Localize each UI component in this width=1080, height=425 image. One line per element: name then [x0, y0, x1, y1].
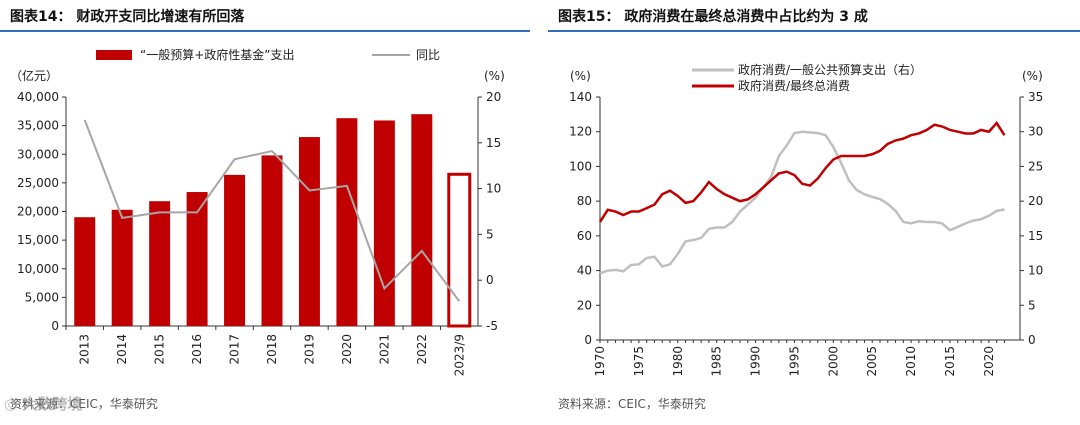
- y-left-tick-label: 20,000: [17, 205, 59, 219]
- right-title-rule: [548, 30, 1080, 32]
- left-chart-title: 图表14： 财政开支同比增速有所回落: [10, 9, 245, 25]
- y-right-tick-label: 0: [486, 273, 494, 287]
- y-left-tick-label: 40: [577, 264, 592, 278]
- x-tick-label: 1980: [671, 346, 685, 377]
- y-right-tick-label: 20: [486, 90, 501, 104]
- y-right-tick-label: 0: [1028, 333, 1036, 347]
- x-tick-label: 2019: [302, 334, 316, 365]
- watermark-logo: ◎ 大数跨境: [4, 395, 83, 413]
- bar-2018: [261, 155, 283, 326]
- left-title-rule: [0, 30, 530, 32]
- x-tick-label: 2014: [115, 334, 129, 365]
- legend-label-line: 同比: [416, 48, 440, 62]
- x-tick-label: 1975: [632, 346, 646, 377]
- x-tick-label: 2018: [265, 334, 279, 365]
- bar-2015: [149, 201, 171, 326]
- bar-2016: [186, 192, 208, 326]
- bar-2013: [74, 217, 96, 326]
- y-right-tick-label: 30: [1028, 125, 1043, 139]
- y-right-tick-label: 15: [486, 136, 501, 150]
- legend-label-gov-budget: 政府消费/一般公共预算支出（右）: [738, 62, 922, 77]
- series-line-gov-consumption: [598, 120, 1006, 223]
- left-axis-unit: （亿元）: [10, 68, 58, 83]
- left-chart-source: 资料来源：CEIC，华泰研究: [10, 397, 158, 411]
- x-tick-label: 2005: [865, 346, 879, 377]
- legend-swatch-bar: [96, 50, 132, 60]
- x-tick-label: 1985: [710, 346, 724, 377]
- bar-2017: [224, 174, 246, 326]
- left-axis-unit: (%): [570, 69, 591, 83]
- left-chart-panel: 图表14： 财政开支同比增速有所回落 “一般预算+政府性基金”支出 同比 （亿元） (…: [0, 0, 530, 425]
- y-right-tick-label: 5: [486, 227, 494, 241]
- x-tick-label: 2010: [904, 346, 918, 377]
- y-right-tick-label: 35: [1028, 90, 1043, 104]
- right-chart-title: 图表15： 政府消费在最终总消费中占比约为 3 成: [558, 9, 868, 25]
- right-chart-source: 资料来源：CEIC，华泰研究: [558, 397, 706, 411]
- legend-label-gov-consumption: 政府消费/最终总消费: [738, 78, 850, 93]
- y-left-tick-label: 25,000: [17, 176, 59, 190]
- yoy-line: [83, 119, 461, 302]
- right-axis-unit: (%): [484, 69, 505, 83]
- x-tick-label: 2016: [190, 334, 204, 365]
- x-tick-label: 2023/9: [452, 334, 466, 376]
- x-tick-label: 2015: [943, 346, 957, 377]
- y-left-tick-label: 10,000: [17, 262, 59, 276]
- x-tick-label: 2000: [826, 346, 840, 377]
- y-right-tick-label: 15: [1028, 229, 1043, 243]
- y-right-tick-label: 10: [1028, 264, 1043, 278]
- y-left-tick-label: 60: [577, 229, 592, 243]
- y-left-tick-label: 40,000: [17, 90, 59, 104]
- y-left-tick-label: 80: [577, 194, 592, 208]
- x-tick-label: 1995: [787, 346, 801, 377]
- x-tick-label: 2020: [340, 334, 354, 365]
- y-left-tick-label: 0: [51, 319, 59, 333]
- bar-2019: [298, 137, 320, 326]
- x-tick-label: 2022: [415, 334, 429, 365]
- x-tick-label: 2017: [228, 334, 242, 365]
- x-tick-label: 1970: [593, 346, 607, 377]
- x-tick-label: 1990: [749, 346, 763, 377]
- x-tick-label: 2015: [153, 334, 167, 365]
- left-chart-canvas: “一般预算+政府性基金”支出 同比 （亿元） (%) 0 5,000 10,000 15,00…: [10, 47, 505, 376]
- legend-label-bar: “一般预算+政府性基金”支出: [140, 47, 295, 62]
- y-left-tick-label: 0: [584, 333, 592, 347]
- y-right-tick-label: 25: [1028, 159, 1043, 173]
- y-right-tick-label: 5: [1028, 298, 1036, 312]
- bar-2014: [111, 209, 133, 326]
- y-right-tick-label: 10: [486, 182, 501, 196]
- y-left-tick-label: 30,000: [17, 147, 59, 161]
- bar-2021: [373, 120, 395, 326]
- y-right-tick-label: -5: [486, 319, 498, 333]
- right-axis-unit: (%): [1022, 69, 1043, 83]
- right-chart-canvas: (%) (%) 政府消费/一般公共预算支出（右）政府消费/最终总消费 0 20 40 60 8…: [569, 62, 1043, 377]
- x-tick-label: 2020: [982, 346, 996, 377]
- y-left-tick-label: 120: [569, 125, 592, 139]
- y-left-tick-label: 35,000: [17, 119, 59, 133]
- y-left-tick-label: 20: [577, 298, 592, 312]
- x-tick-label: 2013: [78, 334, 92, 365]
- bar-2022: [411, 114, 433, 326]
- y-left-tick-label: 5,000: [25, 290, 59, 304]
- y-left-tick-label: 100: [569, 159, 592, 173]
- bar-2020: [336, 118, 358, 327]
- y-right-tick-label: 20: [1028, 194, 1043, 208]
- x-tick-label: 2021: [377, 334, 391, 365]
- right-chart-panel: 图表15： 政府消费在最终总消费中占比约为 3 成 (%) (%) 政府消费/一般公…: [548, 0, 1080, 425]
- bar-highlight-2023/9: [447, 172, 472, 328]
- y-left-tick-label: 140: [569, 90, 592, 104]
- y-left-tick-label: 15,000: [17, 233, 59, 247]
- series-line-gov-budget: [599, 130, 1005, 275]
